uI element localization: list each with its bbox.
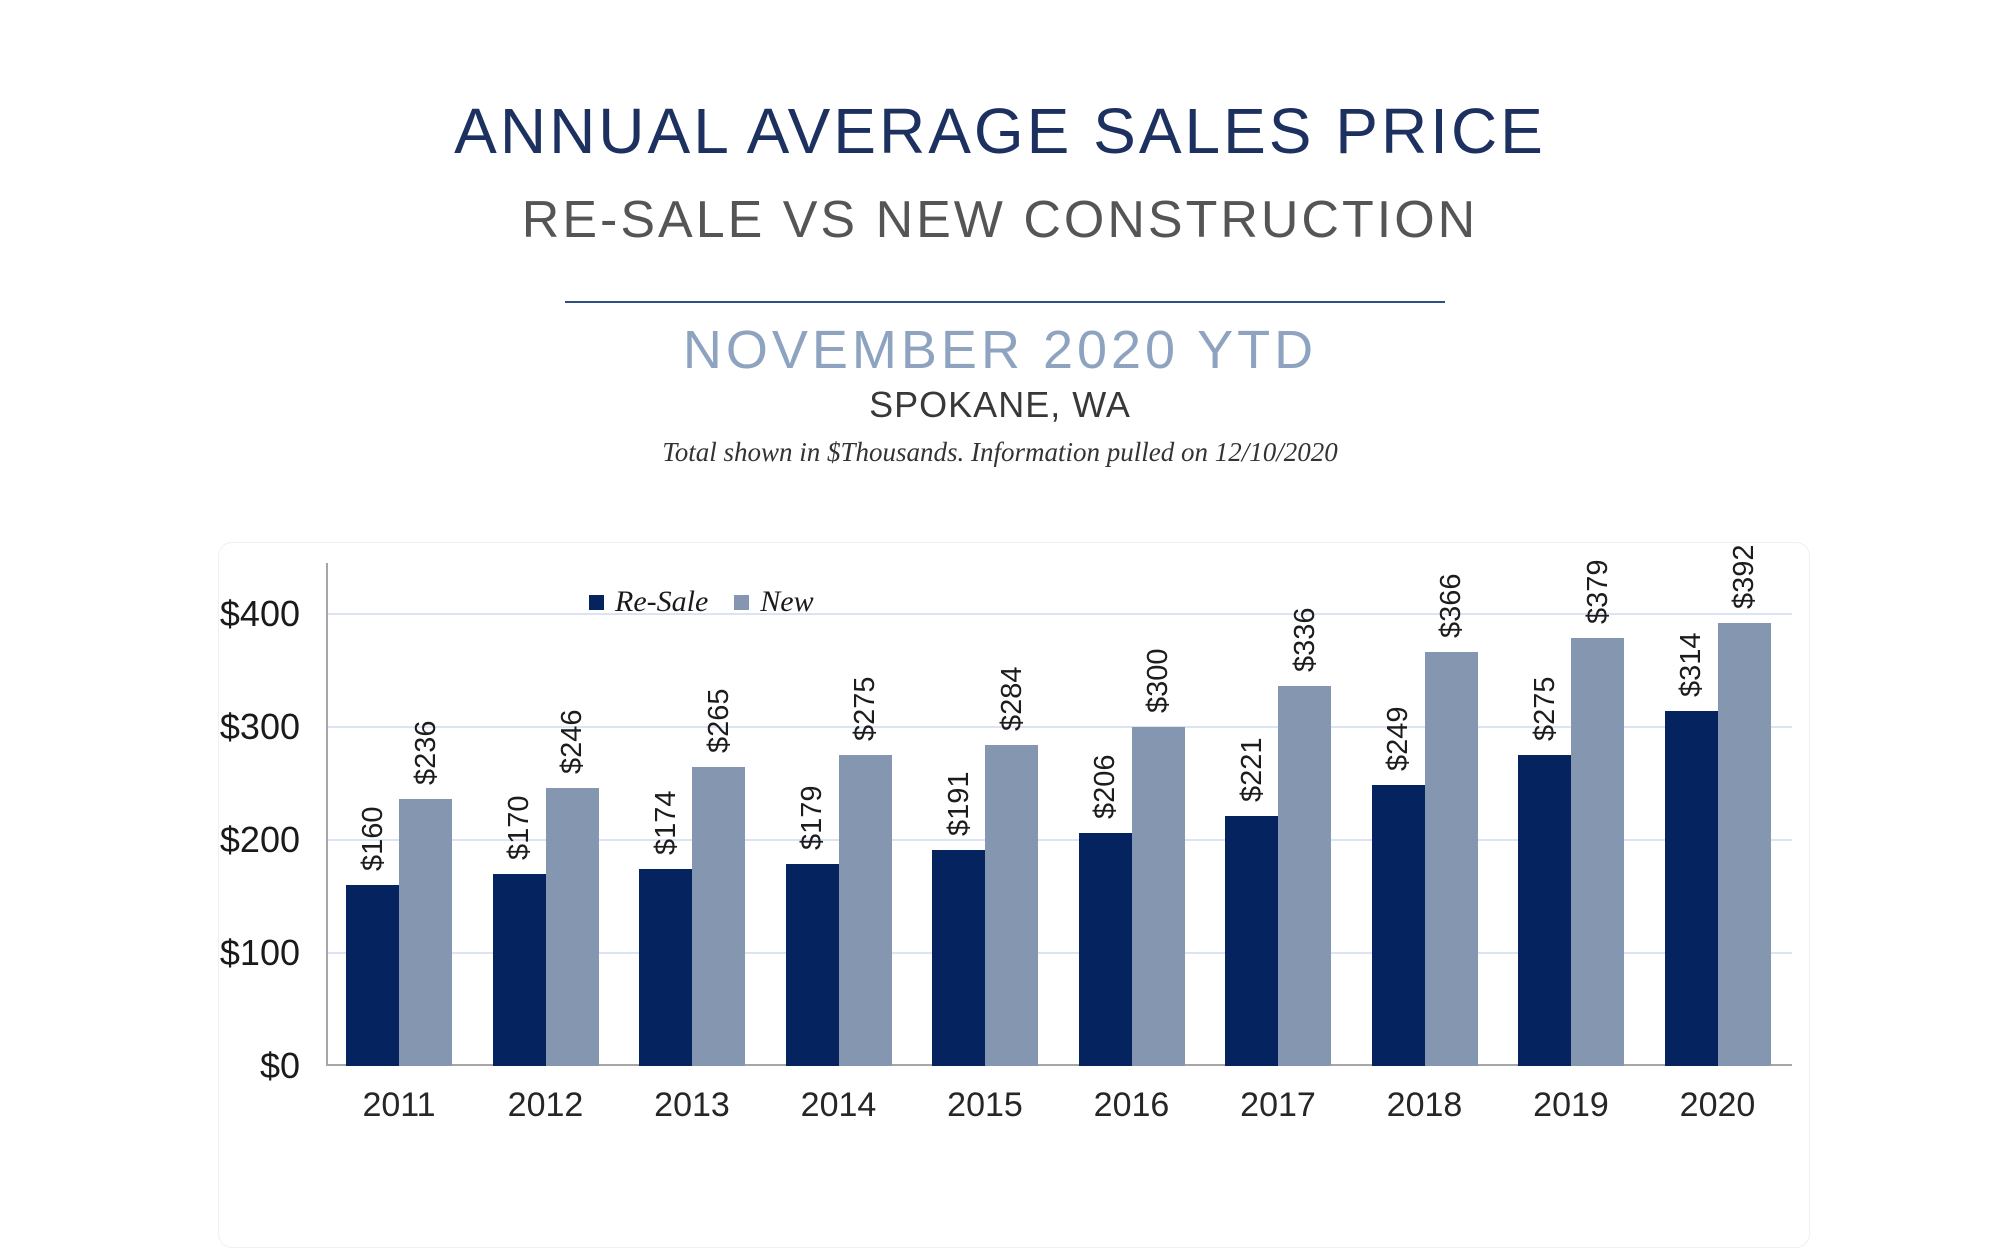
bar-resale-2016 bbox=[1078, 833, 1132, 1066]
x-tick-2020: 2020 bbox=[1679, 1086, 1756, 1124]
bar-label-resale-2019: $275 bbox=[1528, 676, 1561, 741]
x-tick-2011: 2011 bbox=[362, 1086, 436, 1124]
bar-new-2018 bbox=[1424, 652, 1478, 1066]
y-tick-400: $400 bbox=[219, 593, 300, 634]
y-axis-line bbox=[326, 563, 328, 1066]
gridline-200 bbox=[328, 839, 1792, 841]
bar-label-resale-2018: $249 bbox=[1382, 706, 1414, 771]
legend-swatch-resale bbox=[589, 594, 604, 610]
bar-label-new-2017: $336 bbox=[1288, 607, 1321, 672]
bar-resale-2019 bbox=[1518, 755, 1571, 1066]
bar-label-new-2018: $366 bbox=[1435, 573, 1467, 638]
gridline-300 bbox=[328, 726, 1792, 728]
y-tick-300: $300 bbox=[219, 706, 300, 747]
x-tick-2013: 2013 bbox=[654, 1086, 730, 1124]
x-tick-2018: 2018 bbox=[1386, 1086, 1463, 1124]
page-subtitle: RE-SALE VS NEW CONSTRUCTION bbox=[521, 191, 1479, 249]
bar-label-resale-2017: $221 bbox=[1235, 737, 1268, 802]
x-tick-2012: 2012 bbox=[507, 1086, 584, 1124]
legend-item-resale: Re-Sale bbox=[589, 587, 708, 617]
legend-label-new: New bbox=[760, 585, 814, 618]
report-period: NOVEMBER 2020 YTD bbox=[682, 320, 1318, 380]
bar-label-new-2012: $246 bbox=[556, 709, 588, 774]
bar-resale-2011 bbox=[346, 885, 399, 1066]
bar-label-resale-2013: $174 bbox=[649, 790, 682, 855]
x-tick-2015: 2015 bbox=[947, 1086, 1023, 1124]
bar-new-2016 bbox=[1131, 727, 1185, 1066]
gridline-100 bbox=[328, 952, 1792, 954]
bar-new-2019 bbox=[1571, 638, 1624, 1066]
chart-legend: Re-Sale New bbox=[589, 585, 814, 618]
legend-swatch-new bbox=[734, 594, 750, 610]
footnote: Total shown in $Thousands. Information p… bbox=[662, 437, 1338, 467]
bar-resale-2015 bbox=[932, 850, 985, 1066]
x-tick-2017: 2017 bbox=[1240, 1086, 1316, 1124]
bar-label-resale-2011: $160 bbox=[356, 806, 389, 871]
bar-new-2011 bbox=[399, 799, 452, 1066]
bar-label-resale-2016: $206 bbox=[1089, 754, 1121, 819]
report-location: SPOKANE, WA bbox=[869, 384, 1131, 425]
bar-label-resale-2012: $170 bbox=[503, 795, 535, 860]
bar-label-new-2013: $265 bbox=[702, 688, 735, 753]
bar-label-resale-2020: $314 bbox=[1675, 632, 1707, 697]
bar-resale-2017 bbox=[1225, 816, 1278, 1066]
bar-resale-2020 bbox=[1664, 711, 1718, 1066]
bar-new-2020 bbox=[1717, 623, 1771, 1066]
bar-resale-2013 bbox=[639, 869, 692, 1066]
page-title: ANNUAL AVERAGE SALES PRICE bbox=[454, 95, 1546, 167]
bar-new-2013 bbox=[692, 767, 745, 1066]
bar-label-resale-2015: $191 bbox=[942, 771, 975, 836]
y-tick-0: $0 bbox=[259, 1045, 300, 1086]
chart-card bbox=[218, 542, 1810, 1248]
y-tick-200: $200 bbox=[219, 819, 300, 860]
title-divider-line bbox=[565, 301, 1445, 303]
x-axis-line bbox=[326, 1064, 1792, 1066]
bar-label-new-2019: $379 bbox=[1581, 559, 1614, 624]
bar-label-resale-2014: $179 bbox=[796, 785, 828, 850]
bar-label-new-2011: $236 bbox=[409, 720, 442, 785]
gridline-400 bbox=[328, 613, 1792, 615]
bar-resale-2012 bbox=[492, 874, 546, 1066]
x-tick-2019: 2019 bbox=[1533, 1086, 1609, 1124]
bar-new-2014 bbox=[838, 755, 892, 1066]
bar-label-new-2016: $300 bbox=[1142, 648, 1174, 713]
bar-new-2012 bbox=[545, 788, 599, 1066]
bar-label-new-2015: $284 bbox=[995, 666, 1028, 731]
bar-resale-2018 bbox=[1371, 785, 1425, 1066]
legend-label-resale: Re-Sale bbox=[615, 585, 709, 618]
x-tick-2016: 2016 bbox=[1093, 1086, 1170, 1124]
bar-label-new-2020: $392 bbox=[1728, 544, 1760, 609]
bar-resale-2014 bbox=[785, 864, 839, 1066]
bar-new-2015 bbox=[985, 745, 1038, 1066]
legend-item-new: New bbox=[734, 585, 814, 618]
y-tick-100: $100 bbox=[219, 932, 300, 973]
x-tick-2014: 2014 bbox=[800, 1086, 877, 1124]
bar-label-new-2014: $275 bbox=[849, 676, 881, 741]
bar-new-2017 bbox=[1278, 686, 1331, 1066]
